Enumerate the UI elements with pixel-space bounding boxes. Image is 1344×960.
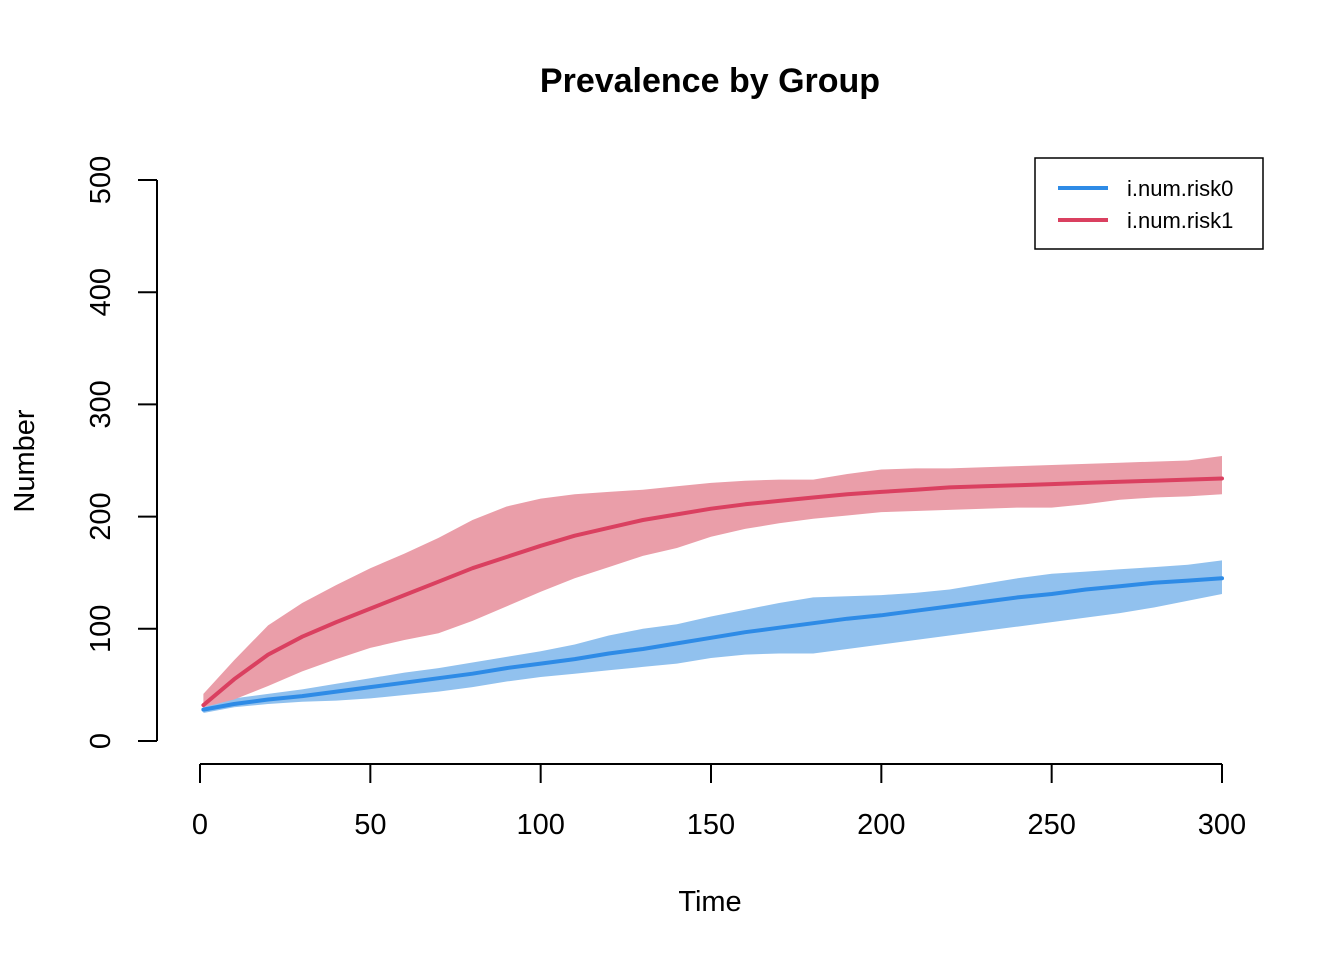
x-axis-label: Time [678,886,741,918]
y-axis-label: Number [9,409,41,512]
x-tick-label: 100 [516,809,564,841]
legend-box [1034,157,1264,250]
legend-label-i.num.risk1: i.num.risk1 [1127,208,1233,233]
y-tick-label: 100 [85,605,117,653]
x-axis: 0 50 100 150 200 250 300 [192,763,1246,841]
legend-label-i.num.risk0: i.num.risk0 [1127,176,1233,201]
x-tick-label: 0 [192,809,208,841]
y-tick-label: 0 [85,733,117,749]
x-tick-label: 150 [687,809,735,841]
x-tick-label: 300 [1198,809,1246,841]
y-tick-label: 500 [85,156,117,204]
series-lines [201,476,1224,712]
y-tick-label: 200 [85,492,117,540]
line-i.num.risk1 [201,476,1224,708]
x-tick-label: 200 [857,809,905,841]
line-i.num.risk0 [201,576,1224,712]
legend: i.num.risk0 i.num.risk1 [1034,157,1264,250]
y-tick-label: 300 [85,380,117,428]
x-tick-label: 50 [354,809,386,841]
y-tick-label: 400 [85,268,117,316]
x-tick-label: 250 [1027,809,1075,841]
y-axis: 0 100 200 300 400 500 [85,156,158,749]
confidence-bands [203,456,1222,713]
chart-title: Prevalence by Group [540,62,880,100]
